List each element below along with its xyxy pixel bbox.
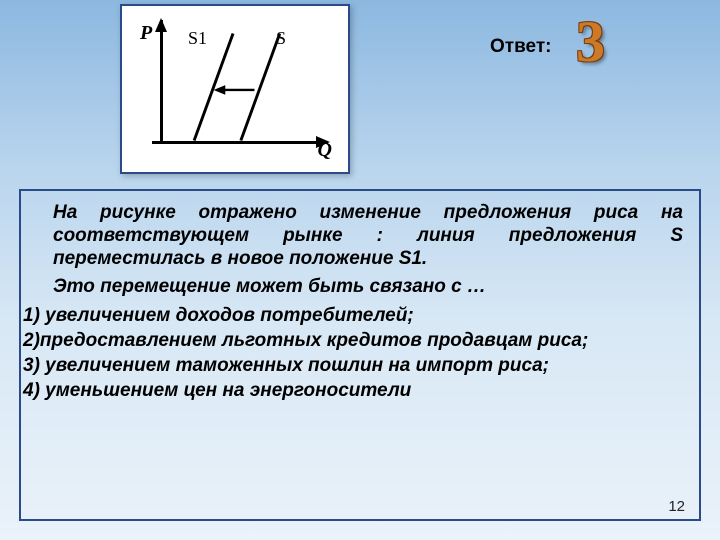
graph-box: P Q S1 S — [120, 4, 350, 174]
option-4: 4) уменьшением цен на энергоносители — [23, 379, 697, 402]
graph-inner: P Q S1 S — [136, 16, 334, 160]
answer-number: 3 — [576, 8, 605, 75]
content-box: На рисунке отражено изменение предложени… — [19, 189, 701, 521]
option-2: 2)предоставлением льготных кредитов прод… — [23, 329, 697, 352]
subtitle-text: Это перемещение может быть связано с … — [23, 275, 697, 298]
supply-lines-svg — [136, 16, 334, 160]
option-3: 3) увеличением таможенных пошлин на импо… — [23, 354, 697, 377]
page-number: 12 — [668, 498, 685, 515]
option-1: 1) увеличением доходов потребителей; — [23, 304, 697, 327]
answer-label: Ответ: — [490, 36, 551, 58]
intro-text: На рисунке отражено изменение предложени… — [23, 201, 697, 271]
